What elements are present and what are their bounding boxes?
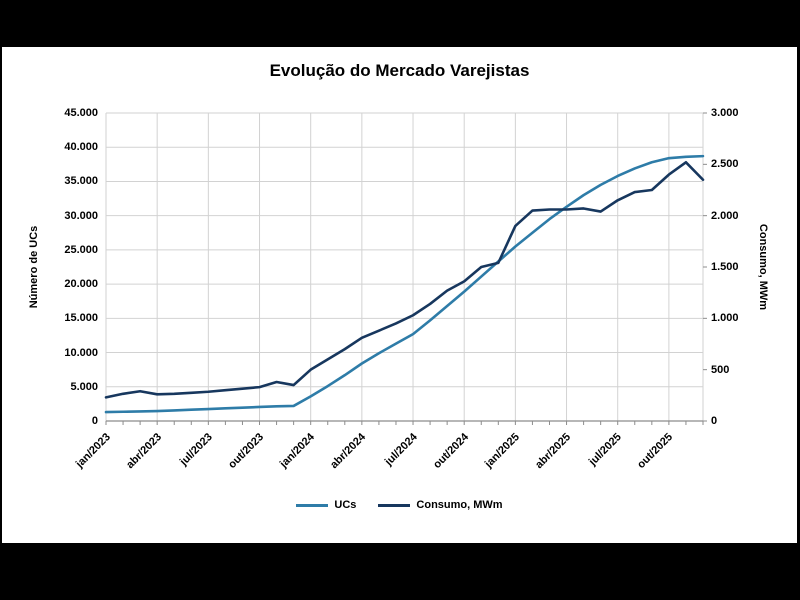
y-axis-left-tick-label: 25.000 <box>64 243 98 256</box>
y-axis-left-tick-label: 35.000 <box>64 175 98 188</box>
y-axis-right-tick-label: 500 <box>711 363 730 376</box>
series-line-ucs <box>104 154 705 414</box>
y-axis-right-tick-label: 2.000 <box>711 209 739 222</box>
x-axis-tick-label: jul/2024 <box>382 431 420 469</box>
x-axis-tick-label: abr/2025 <box>532 431 574 472</box>
legend-label: UCs <box>334 499 357 511</box>
series-line-consumo-mwm <box>104 160 705 399</box>
x-axis-tick-label: out/2023 <box>225 431 267 472</box>
legend-item: UCs <box>296 499 356 511</box>
x-axis-tick-label: jul/2023 <box>177 431 215 469</box>
y-axis-left-tick-label: 20.000 <box>64 278 98 291</box>
x-axis-tick-label: jan/2024 <box>277 431 318 471</box>
y-axis-right-tick-label: 2.500 <box>711 158 739 171</box>
plot-area <box>104 112 707 425</box>
y-axis-left-tick-label: 15.000 <box>64 312 98 325</box>
legend-swatch <box>378 503 411 507</box>
y-axis-left-tick-label: 45.000 <box>64 107 98 119</box>
y-axis-right-tick-label: 0 <box>711 415 718 427</box>
chart-title: Evolução do Mercado Varejistas <box>269 61 530 80</box>
y-axis-left-tick-label: 10.000 <box>64 346 98 359</box>
y-axis-left-tick-label: 0 <box>91 415 98 427</box>
x-axis-tick-label: abr/2024 <box>328 431 369 472</box>
y-axis-left-title: Número de UCs <box>28 225 40 309</box>
y-axis-left-tick-label: 5.000 <box>70 380 98 393</box>
x-axis-tick-label: jul/2025 <box>587 431 625 469</box>
x-axis-tick-label: out/2025 <box>635 431 676 472</box>
x-axis-tick-label: abr/2023 <box>123 431 164 472</box>
x-axis-tick-label: jan/2023 <box>73 431 113 471</box>
y-axis-right-tick-label: 3.000 <box>711 107 739 119</box>
chart-canvas: Evolução do Mercado Varejistas Número de… <box>2 47 797 543</box>
legend-swatch <box>296 503 329 507</box>
plot-svg <box>104 112 707 425</box>
y-axis-right-tick-label: 1.500 <box>711 261 739 273</box>
y-axis-right-title: Consumo, MWm <box>757 223 769 311</box>
y-axis-right-tick-label: 1.000 <box>711 312 739 325</box>
legend-label: Consumo, MWm <box>416 499 503 511</box>
legend-item: Consumo, MWm <box>378 499 503 511</box>
y-axis-left-tick-label: 40.000 <box>64 141 98 154</box>
legend: UCs Consumo, MWm <box>2 499 797 511</box>
x-axis-tick-label: out/2024 <box>430 431 471 472</box>
y-axis-left-tick-label: 30.000 <box>64 209 98 222</box>
x-axis-tick-label: jan/2025 <box>482 431 522 471</box>
